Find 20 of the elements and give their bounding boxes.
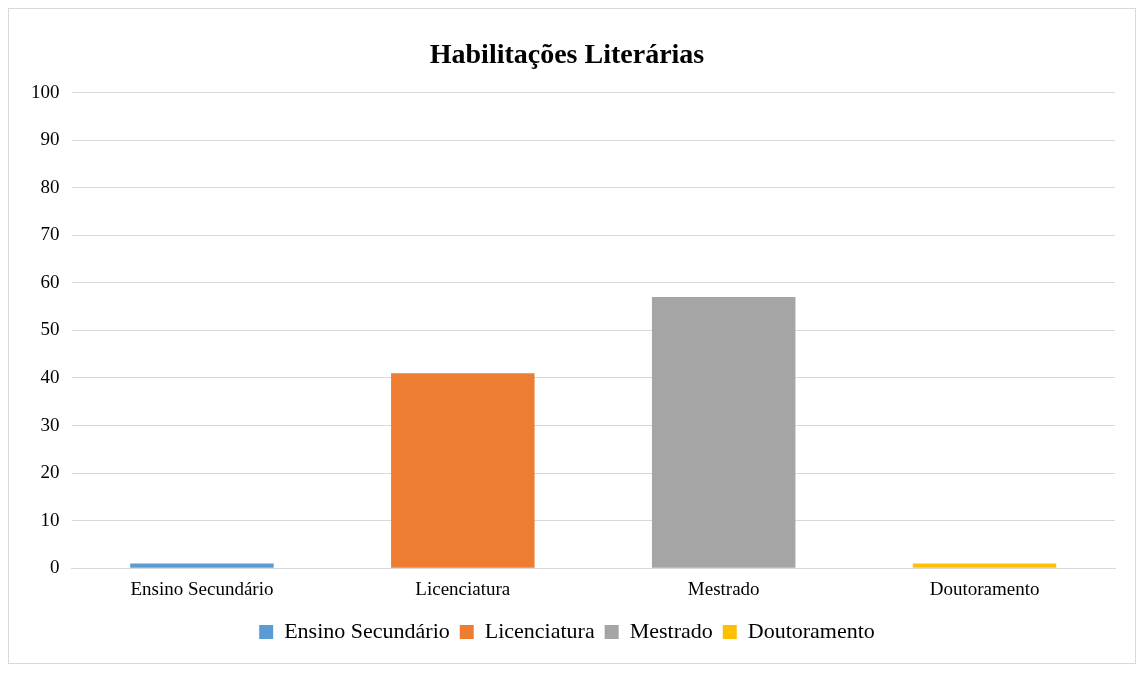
x-tick-label: Licenciatura — [415, 577, 511, 599]
y-tick-label: 90 — [40, 128, 60, 150]
x-tick-label: Ensino Secundário — [130, 577, 274, 599]
y-tick-label: 0 — [50, 556, 60, 578]
x-tick-label: Mestrado — [687, 577, 760, 599]
y-tick-label: 80 — [40, 175, 60, 197]
legend-label: Ensino Secundário — [284, 617, 450, 643]
chart-title: Habilitações Literárias — [429, 38, 705, 70]
legend-label: Doutoramento — [747, 617, 875, 643]
y-tick-label: 70 — [40, 223, 60, 245]
y-tick-label: 30 — [40, 413, 60, 435]
y-tick-label: 50 — [40, 318, 60, 340]
legend-label: Mestrado — [629, 617, 713, 643]
y-tick-label: 100 — [31, 80, 60, 102]
y-tick-label: 10 — [40, 508, 60, 530]
legend-label: Licenciatura — [484, 617, 595, 643]
y-tick-label: 60 — [40, 270, 60, 292]
y-tick-label: 40 — [40, 365, 60, 387]
x-tick-label: Doutoramento — [929, 577, 1040, 599]
y-tick-label: 20 — [40, 461, 60, 483]
